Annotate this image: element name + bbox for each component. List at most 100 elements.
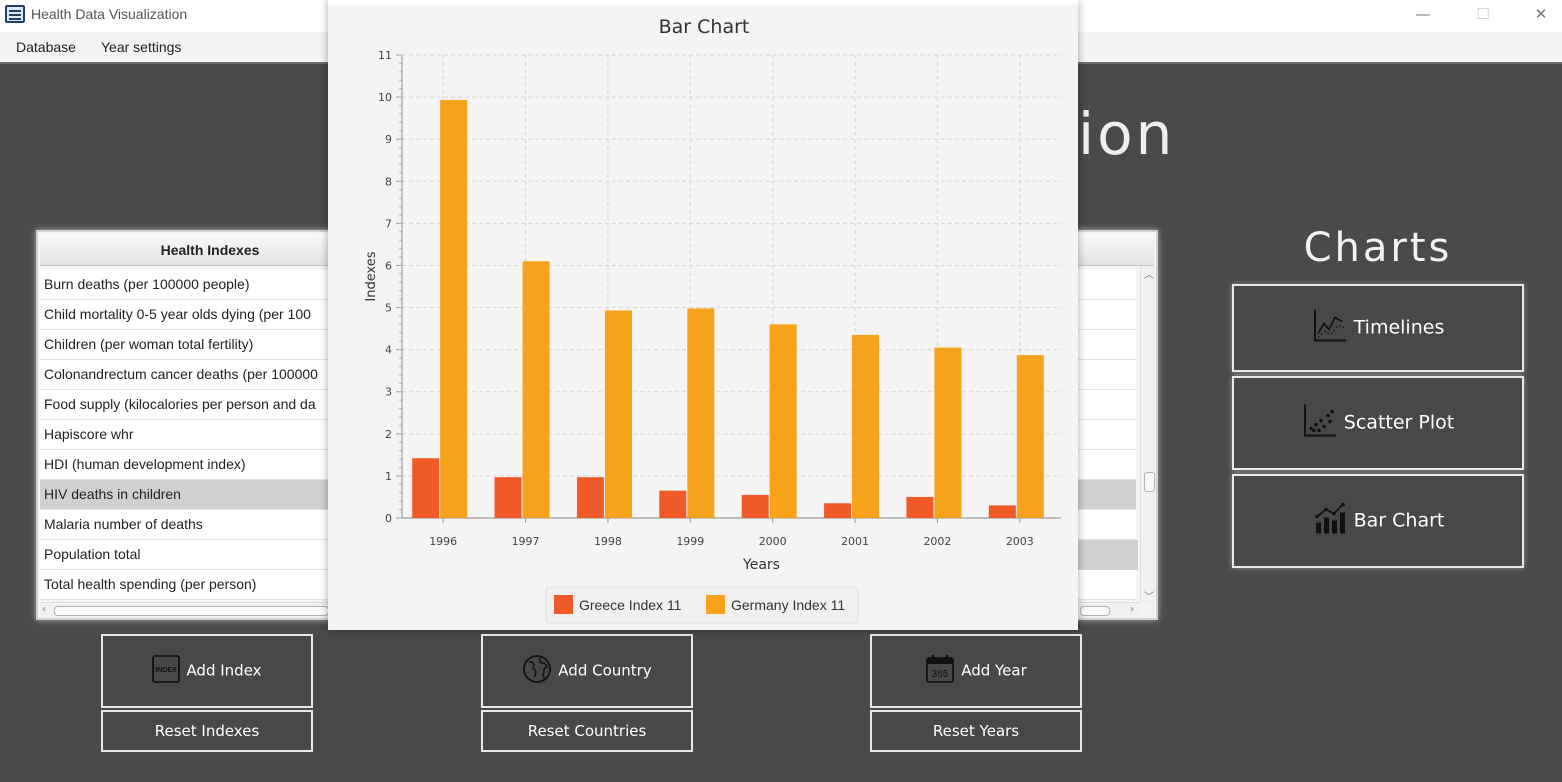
add-year-label: Add Year [961,661,1027,680]
index-icon-text: INDEX [156,667,178,674]
x-tick-label: 1996 [429,535,457,548]
bar-germany-1997[interactable] [522,261,550,518]
add-index-button[interactable]: INDEX Add Index [101,634,313,708]
calendar-icon-text: 365 [932,669,949,680]
scatter-plot-button[interactable]: Scatter Plot [1232,376,1524,470]
bar-germany-1998[interactable] [604,310,632,518]
maximize-button[interactable]: ☐ [1476,5,1490,23]
bar-germany-2000[interactable] [769,324,797,518]
add-country-button[interactable]: Add Country [481,634,693,708]
legend-label: Greece Index 11 [579,597,682,613]
x-tick-label: 1997 [512,535,540,548]
table-cell-index-name: Child mortality 0-5 year olds dying (per… [44,306,311,322]
reset-indexes-button[interactable]: Reset Indexes [101,710,313,752]
timelines-label: Timelines [1353,316,1445,339]
scroll-up-icon[interactable]: ︿ [1144,270,1154,281]
table-cell-index-name: Hapiscore whr [44,426,134,442]
legend-swatch [554,595,573,614]
calendar-icon: 365 [925,654,955,688]
table-cell-index-name: HIV deaths in children [44,486,181,502]
add-index-label: Add Index [186,661,262,680]
bar-greece-1996[interactable] [412,458,440,518]
y-tick-label: 3 [385,386,392,399]
bar-greece-2002[interactable] [906,496,934,518]
add-year-button[interactable]: 365 Add Year [870,634,1082,708]
horizontal-scroll-thumb-2[interactable] [1080,606,1110,616]
window-title: Health Data Visualization [31,6,188,22]
reset-countries-label: Reset Countries [527,722,647,740]
table-cell-index-name: Malaria number of deaths [44,516,203,532]
x-tick-label: 1998 [594,535,622,548]
reset-countries-button[interactable]: Reset Countries [481,710,693,752]
x-tick-label: 2002 [923,535,951,548]
column-header-health-indexes[interactable]: Health Indexes [160,242,260,258]
y-tick-label: 7 [385,217,392,230]
scroll-right-icon[interactable]: › [1130,604,1134,615]
bar-germany-1996[interactable] [440,100,468,519]
timelines-button[interactable]: Timelines [1232,284,1524,372]
y-tick-label: 9 [385,133,392,146]
close-button[interactable]: ✕ [1534,5,1548,23]
table-cell-index-name: Children (per woman total fertility) [44,336,254,352]
y-tick-label: 4 [385,344,392,357]
y-tick-label: 5 [385,302,392,315]
x-tick-label: 2003 [1006,535,1034,548]
minimize-button[interactable]: — [1415,5,1431,23]
bar-greece-2000[interactable] [741,494,769,518]
y-tick-label: 10 [378,91,392,104]
bar-greece-1998[interactable] [576,477,604,518]
x-tick-label: 1999 [676,535,704,548]
x-tick-label: 2000 [759,535,787,548]
vertical-scroll-thumb[interactable] [1144,472,1155,492]
bar-chart-label: Bar Chart [1353,509,1445,532]
bar-greece-2001[interactable] [824,503,852,518]
bar-chart: Bar Chart 0 1 2 3 4 5 6 7 8 9 10 11 1996 1997 1998 1999 2… [364,16,1061,624]
bar-germany-2002[interactable] [934,347,962,518]
bar-greece-1997[interactable] [494,477,522,518]
horizontal-scroll-thumb[interactable] [54,606,329,616]
scatter-plot-label: Scatter Plot [1343,411,1455,434]
bar-germany-2003[interactable] [1016,355,1044,518]
scroll-left-icon[interactable]: ‹ [42,604,46,615]
y-tick-label: 0 [385,512,392,525]
x-axis-label: Years [742,557,780,573]
globe-icon [522,654,552,688]
y-tick-label: 8 [385,175,392,188]
bar-greece-1999[interactable] [659,490,687,518]
x-tick-label: 2001 [841,535,869,548]
reset-years-label: Reset Years [932,722,1020,740]
charts-heading: Charts [1303,225,1453,271]
y-tick-label: 2 [385,428,392,441]
table-cell-index-name: Population total [44,546,141,562]
bar-chart-icon [1312,501,1348,542]
table-cell-index-name: Colonandrectum cancer deaths (per 100000 [44,366,318,382]
y-tick-label: 6 [385,259,392,272]
line-chart-icon [1312,308,1348,349]
app-heading: ion [1078,100,1176,168]
vertical-scrollbar[interactable]: ︿ ﹀ [1140,266,1156,603]
table-cell-index-name: HDI (human development index) [44,456,246,472]
table-cell-index-name: Total health spending (per person) [44,576,257,592]
scroll-down-icon[interactable]: ﹀ [1144,592,1154,603]
app-logo-icon [5,5,25,23]
selected-cell[interactable] [1078,540,1138,570]
bar-chart-button[interactable]: Bar Chart [1232,474,1524,568]
bar-germany-1999[interactable] [687,308,715,518]
menu-database[interactable]: Database [16,39,76,55]
scatter-plot-icon [1302,403,1338,444]
reset-years-button[interactable]: Reset Years [870,710,1082,752]
legend-swatch [706,595,725,614]
index-icon: INDEX [152,655,181,687]
bar-chart-window: Bar Chart 0 1 2 3 4 5 6 7 8 9 10 11 1996 1997 1998 1999 2… [328,0,1078,630]
y-axis-label: Indexes [364,251,379,301]
bar-greece-2003[interactable] [988,505,1016,518]
y-tick-label: 11 [378,49,392,62]
legend [545,586,859,624]
legend-label: Germany Index 11 [731,597,845,613]
table-cell-index-name: Food supply (kilocalories per person and… [44,396,316,412]
chart-title: Bar Chart [659,16,750,38]
menu-year-settings[interactable]: Year settings [101,39,182,55]
y-tick-label: 1 [385,470,392,483]
table-cell-index-name: Burn deaths (per 100000 people) [44,276,250,292]
bar-germany-2001[interactable] [852,334,880,518]
